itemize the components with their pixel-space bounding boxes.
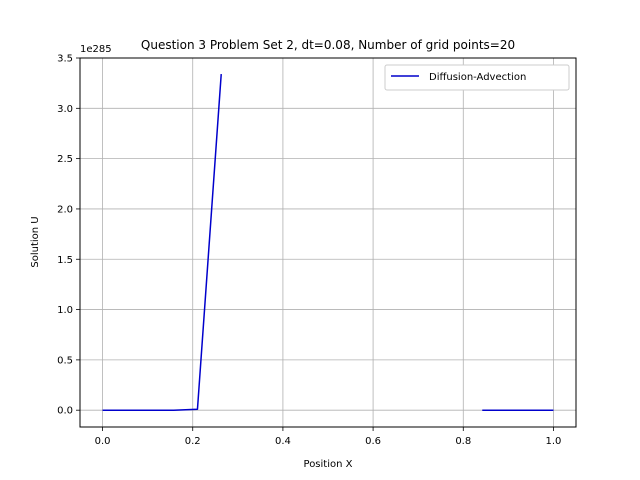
y-tick-label: 2.5: [57, 154, 73, 165]
x-tick-label: 0.0: [95, 436, 111, 447]
chart-title: Question 3 Problem Set 2, dt=0.08, Numbe…: [141, 38, 515, 52]
y-tick-label: 1.5: [57, 255, 73, 266]
x-tick-label: 1.0: [546, 436, 562, 447]
y-tick-label: 2.0: [57, 204, 73, 215]
x-tick-label: 0.4: [275, 436, 291, 447]
legend-box: [384, 64, 570, 91]
legend: Diffusion-Advection: [384, 64, 570, 91]
y-tick-label: 0.0: [57, 406, 73, 417]
x-tick-label: 0.6: [365, 436, 381, 447]
legend-entry-diffusion-advection: Diffusion-Advection: [429, 72, 526, 83]
y-tick-label: 1.0: [57, 305, 73, 316]
y-tick-label: 0.5: [57, 355, 73, 366]
y-tick-label: 3.0: [57, 104, 73, 115]
plot-frame: [79, 57, 577, 428]
x-tick-label: 0.8: [455, 436, 471, 447]
y-scale-offset-label: 1e285: [80, 44, 112, 55]
y-tick-label: 3.5: [57, 54, 73, 65]
y-axis-label: Solution U: [30, 216, 41, 267]
series-lines: [102, 74, 554, 411]
axis-ticks: 0.0 0.2 0.4 0.6 0.8 1.0 0.0 0.5 1.0 1.5 2.0 2.5 3.0 3…: [57, 54, 561, 448]
x-axis-label: Position X: [304, 459, 353, 470]
x-tick-label: 0.2: [185, 436, 201, 447]
series-line-diffusion-advection: [102, 74, 222, 411]
